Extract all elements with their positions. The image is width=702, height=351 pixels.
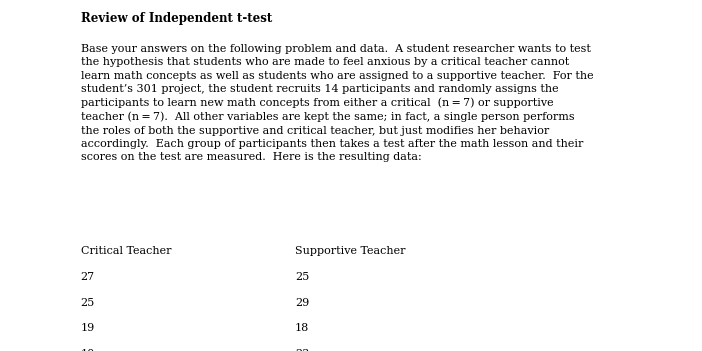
Text: 23: 23	[295, 349, 309, 351]
Text: 27: 27	[81, 272, 95, 282]
Text: Supportive Teacher: Supportive Teacher	[295, 246, 405, 256]
Text: 25: 25	[295, 272, 309, 282]
Text: 25: 25	[81, 298, 95, 307]
Text: 19: 19	[81, 323, 95, 333]
Text: Review of Independent t-test: Review of Independent t-test	[81, 12, 272, 25]
Text: 18: 18	[295, 323, 309, 333]
Text: 10: 10	[81, 349, 95, 351]
Text: Base your answers on the following problem and data.  A student researcher wants: Base your answers on the following probl…	[81, 44, 593, 163]
Text: Critical Teacher: Critical Teacher	[81, 246, 171, 256]
Text: 29: 29	[295, 298, 309, 307]
